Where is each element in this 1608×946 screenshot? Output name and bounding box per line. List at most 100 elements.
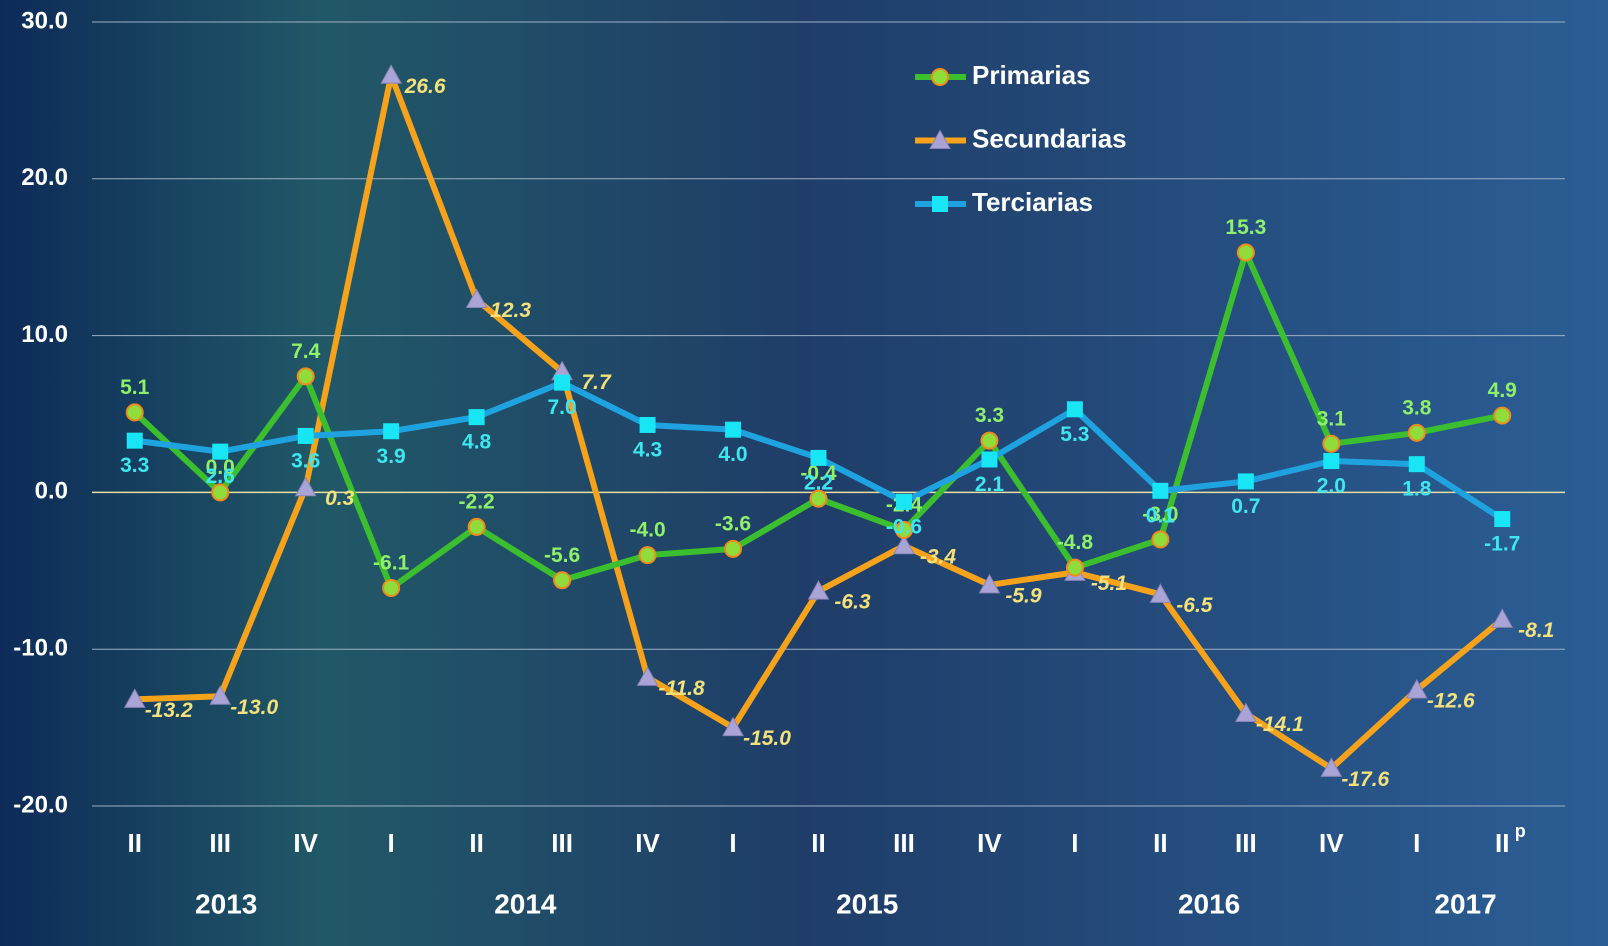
data-label: -3.4	[920, 545, 957, 568]
data-point	[1320, 757, 1343, 777]
legend-label: Primarias	[972, 60, 1091, 90]
data-label: -6.3	[834, 591, 871, 614]
data-point	[1408, 456, 1425, 473]
data-point	[467, 517, 486, 536]
data-point	[1151, 530, 1170, 549]
data-label: -0.4	[800, 462, 837, 485]
data-label: 4.8	[462, 431, 492, 454]
x-tick-label: IV	[1319, 828, 1344, 858]
data-label: 4.9	[1488, 379, 1517, 402]
data-point	[465, 288, 488, 309]
y-tick-label: 20.0	[21, 164, 68, 191]
year-label: 2017	[1434, 888, 1496, 919]
x-tick-label: III	[209, 828, 231, 858]
data-label: 2.0	[1317, 475, 1346, 498]
data-point	[636, 666, 659, 686]
data-label: -1.7	[1484, 533, 1520, 556]
data-point	[1066, 401, 1083, 418]
data-label: -12.6	[1427, 690, 1475, 713]
data-point	[125, 403, 144, 422]
data-point	[468, 409, 485, 426]
data-point	[1491, 608, 1514, 628]
data-label: -14.1	[1256, 713, 1304, 736]
data-point	[126, 432, 143, 449]
data-point	[810, 449, 827, 466]
data-label: 3.3	[120, 454, 149, 477]
legend-label: Terciarias	[972, 187, 1093, 217]
data-label: -3.6	[715, 512, 751, 535]
data-label: -15.0	[743, 727, 791, 750]
data-label: -5.6	[544, 544, 580, 567]
data-label: -2.2	[459, 490, 495, 513]
x-tick-label: I	[1071, 828, 1078, 858]
data-point	[809, 489, 828, 508]
data-point	[554, 374, 571, 391]
data-point	[209, 685, 232, 705]
data-point	[1065, 558, 1084, 577]
x-tick-label: II	[1153, 828, 1167, 858]
data-point	[1407, 423, 1426, 442]
data-label: 3.8	[1402, 396, 1432, 419]
x-tick-label: IV	[635, 828, 660, 858]
data-label: 3.9	[377, 445, 406, 468]
data-point	[553, 571, 572, 590]
data-point	[1322, 434, 1341, 453]
data-label: 0.0	[206, 456, 235, 479]
data-point	[724, 539, 743, 558]
data-label: 2.1	[975, 473, 1005, 496]
x-tick-label: II	[128, 828, 142, 858]
x-tick-label: II	[1495, 828, 1509, 858]
data-label: 3.1	[1317, 407, 1347, 430]
data-label: -11.8	[658, 677, 705, 700]
data-point	[1323, 453, 1340, 470]
category-note: p	[1515, 821, 1526, 841]
data-label: -17.6	[1341, 768, 1389, 791]
data-point	[807, 580, 830, 600]
data-label: -5.9	[1005, 584, 1042, 607]
x-tick-label: I	[388, 828, 395, 858]
data-point	[1149, 583, 1172, 603]
data-label: 12.3	[490, 299, 531, 322]
data-label: 0.7	[1231, 495, 1260, 518]
x-tick-label: IV	[977, 828, 1002, 858]
data-label: -4.8	[1057, 531, 1094, 554]
data-label: -13.2	[145, 699, 193, 722]
x-tick-label: II	[811, 828, 825, 858]
data-point	[1405, 678, 1428, 699]
data-point	[1237, 473, 1254, 490]
x-tick-label: III	[893, 828, 915, 858]
legend-label: Secundarias	[972, 123, 1127, 153]
year-label: 2013	[195, 888, 257, 919]
data-point	[1494, 511, 1511, 528]
data-label: 5.3	[1060, 423, 1089, 446]
data-label: 3.3	[975, 404, 1004, 427]
data-point	[294, 476, 317, 497]
x-tick-label: II	[469, 828, 483, 858]
data-label: -3.0	[1142, 503, 1178, 526]
data-point	[296, 367, 315, 386]
data-point	[380, 64, 402, 84]
data-point	[893, 534, 915, 555]
data-point	[894, 521, 913, 540]
data-label: 1.8	[1402, 478, 1432, 501]
data-point	[382, 579, 401, 598]
data-label: 4.0	[718, 443, 747, 466]
x-tick-label: III	[551, 828, 573, 858]
data-label: 0.1	[1146, 504, 1176, 527]
data-point	[895, 493, 912, 510]
data-label: 15.3	[1225, 216, 1266, 239]
data-label: -8.1	[1518, 619, 1554, 642]
data-point	[980, 431, 999, 450]
data-point	[639, 416, 656, 433]
data-label: 2.6	[206, 465, 235, 488]
year-label: 2015	[836, 888, 898, 919]
data-point	[978, 573, 1001, 594]
data-label: 7.7	[581, 371, 612, 394]
data-label: 7.0	[547, 396, 576, 419]
data-label: 5.1	[120, 376, 150, 399]
data-label: 0.3	[325, 487, 355, 510]
data-label: -6.5	[1176, 594, 1213, 617]
data-label: 26.6	[404, 75, 446, 98]
